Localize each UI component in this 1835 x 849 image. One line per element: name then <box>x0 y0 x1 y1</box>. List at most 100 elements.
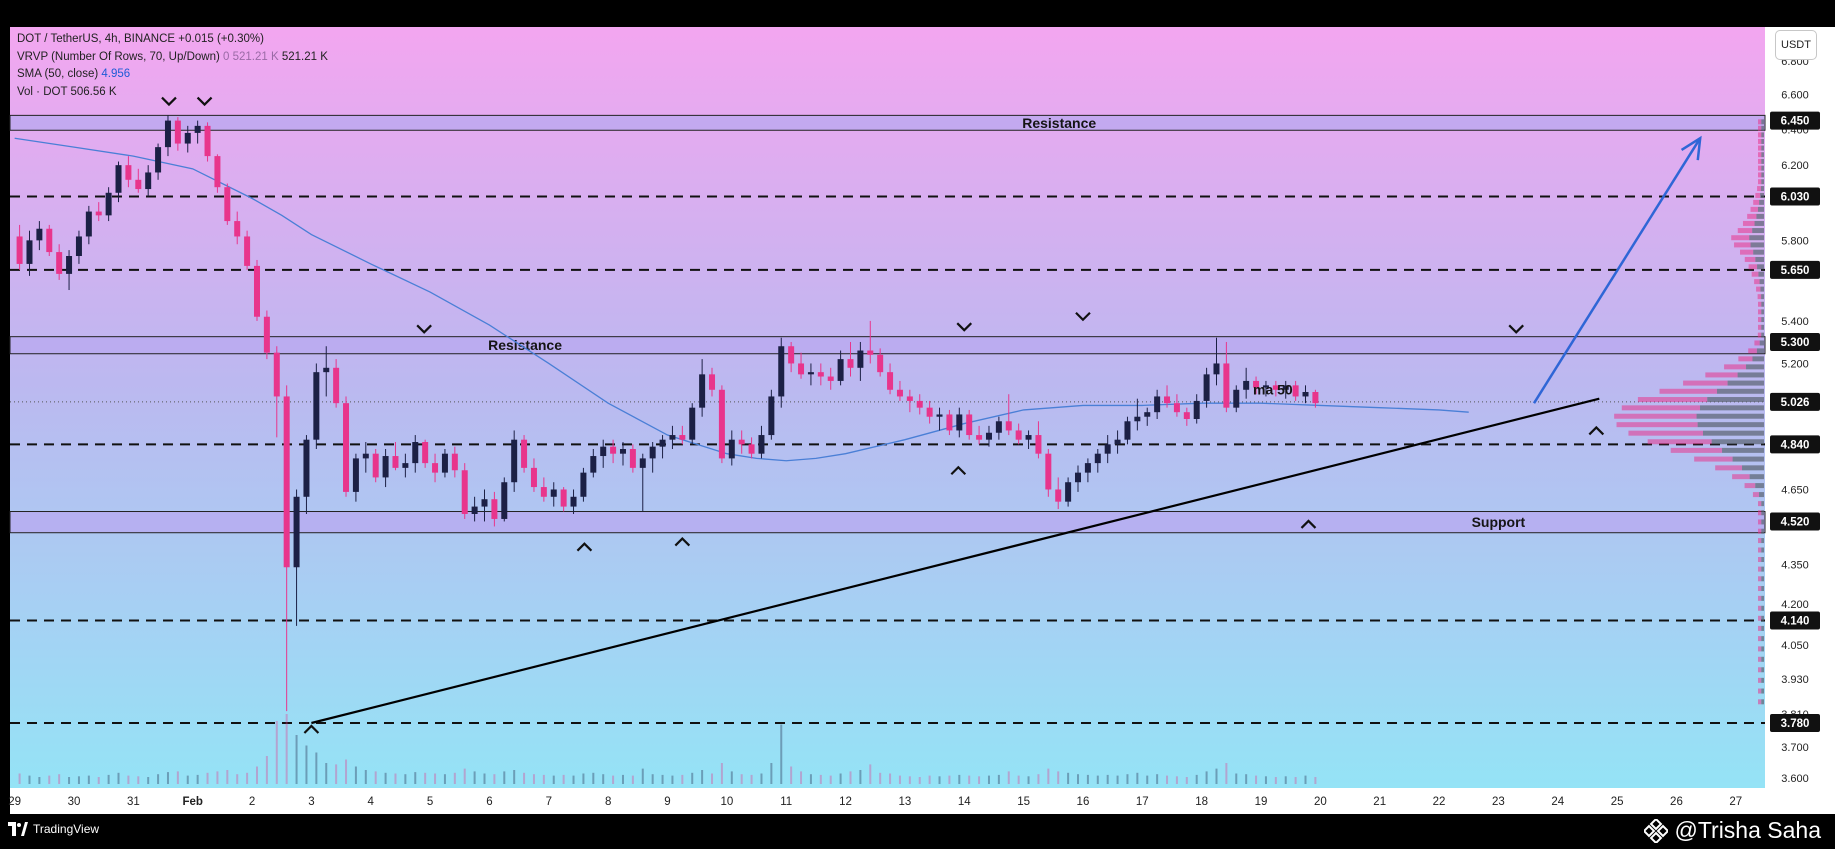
candle[interactable] <box>501 477 508 522</box>
candle[interactable] <box>877 348 884 377</box>
candle[interactable] <box>679 425 686 445</box>
candle[interactable] <box>471 496 478 522</box>
candle[interactable] <box>451 446 458 478</box>
candle[interactable] <box>392 442 399 471</box>
candle[interactable] <box>1084 458 1091 483</box>
candle[interactable] <box>372 449 379 483</box>
candle[interactable] <box>649 442 656 473</box>
candle[interactable] <box>817 363 824 386</box>
candle[interactable] <box>95 202 102 222</box>
candle[interactable] <box>788 341 795 373</box>
candle[interactable] <box>1065 477 1072 507</box>
candle[interactable] <box>244 230 251 270</box>
candle[interactable] <box>46 224 53 257</box>
candle[interactable] <box>1253 376 1260 395</box>
candle[interactable] <box>66 250 73 291</box>
candle[interactable] <box>1114 430 1121 454</box>
candle[interactable] <box>1104 435 1111 464</box>
candle[interactable] <box>619 442 626 466</box>
candle[interactable] <box>976 425 983 445</box>
candle[interactable] <box>530 458 537 492</box>
candle[interactable] <box>224 183 231 225</box>
candle[interactable] <box>115 161 122 203</box>
candle[interactable] <box>985 425 992 447</box>
candle[interactable] <box>1094 449 1101 473</box>
candle[interactable] <box>184 125 191 153</box>
candle[interactable] <box>382 449 389 488</box>
candle[interactable] <box>85 205 92 245</box>
candle[interactable] <box>798 352 805 379</box>
candle[interactable] <box>540 477 547 502</box>
candle[interactable] <box>214 154 221 193</box>
candle[interactable] <box>521 435 528 473</box>
candle[interactable] <box>362 442 369 473</box>
candle[interactable] <box>758 425 765 459</box>
candle[interactable] <box>718 385 725 464</box>
candle[interactable] <box>837 350 844 386</box>
candle[interactable] <box>164 115 171 157</box>
candle[interactable] <box>847 341 854 377</box>
candle[interactable] <box>887 363 894 395</box>
candle[interactable] <box>441 449 448 478</box>
candle[interactable] <box>1164 385 1171 408</box>
candle[interactable] <box>966 409 973 440</box>
candle[interactable] <box>511 430 518 492</box>
candle[interactable] <box>1292 380 1299 401</box>
candle[interactable] <box>669 425 676 450</box>
candle[interactable] <box>1144 407 1151 426</box>
candle[interactable] <box>36 221 43 251</box>
candle[interactable] <box>313 363 320 450</box>
candle[interactable] <box>234 211 241 245</box>
candle[interactable] <box>343 396 350 497</box>
candle[interactable] <box>323 346 330 397</box>
candle[interactable] <box>1183 407 1190 426</box>
candle[interactable] <box>1233 385 1240 413</box>
candle[interactable] <box>412 435 419 473</box>
candle[interactable] <box>1312 389 1319 408</box>
candle[interactable] <box>580 467 587 502</box>
candle[interactable] <box>204 122 211 162</box>
currency-button[interactable]: USDT <box>1775 30 1817 60</box>
candle[interactable] <box>491 491 498 527</box>
candle[interactable] <box>1124 416 1131 445</box>
candle[interactable] <box>1302 385 1309 404</box>
candle[interactable] <box>263 310 270 360</box>
candle[interactable] <box>333 359 340 408</box>
candle[interactable] <box>56 244 63 280</box>
candle[interactable] <box>1055 477 1062 510</box>
candle[interactable] <box>600 439 607 468</box>
candle[interactable] <box>768 389 775 440</box>
candle[interactable] <box>1173 394 1180 417</box>
candle[interactable] <box>689 403 696 445</box>
candle[interactable] <box>293 489 300 626</box>
candle[interactable] <box>16 224 23 270</box>
candle[interactable] <box>145 165 152 197</box>
candle[interactable] <box>728 430 735 466</box>
tradingview-brand[interactable]: TradingView <box>8 822 99 836</box>
candle[interactable] <box>926 400 933 424</box>
candle[interactable] <box>135 168 142 193</box>
candle[interactable] <box>550 482 557 507</box>
candle[interactable] <box>699 359 706 417</box>
candle[interactable] <box>807 363 814 386</box>
candle[interactable] <box>936 407 943 431</box>
candle[interactable] <box>867 320 874 364</box>
candle[interactable] <box>422 439 429 468</box>
candle[interactable] <box>570 489 577 514</box>
candle[interactable] <box>659 435 666 459</box>
candle[interactable] <box>75 230 82 264</box>
candle[interactable] <box>827 367 834 390</box>
candle[interactable] <box>1203 367 1210 408</box>
candle[interactable] <box>1272 380 1279 397</box>
candle[interactable] <box>1243 367 1250 399</box>
candle[interactable] <box>1282 380 1289 399</box>
candle[interactable] <box>303 435 310 514</box>
candle[interactable] <box>283 385 290 712</box>
candle[interactable] <box>273 346 280 438</box>
candle[interactable] <box>857 341 864 381</box>
candle[interactable] <box>352 453 359 502</box>
candle[interactable] <box>709 367 716 397</box>
candle[interactable] <box>125 156 132 188</box>
candle[interactable] <box>1005 394 1012 436</box>
